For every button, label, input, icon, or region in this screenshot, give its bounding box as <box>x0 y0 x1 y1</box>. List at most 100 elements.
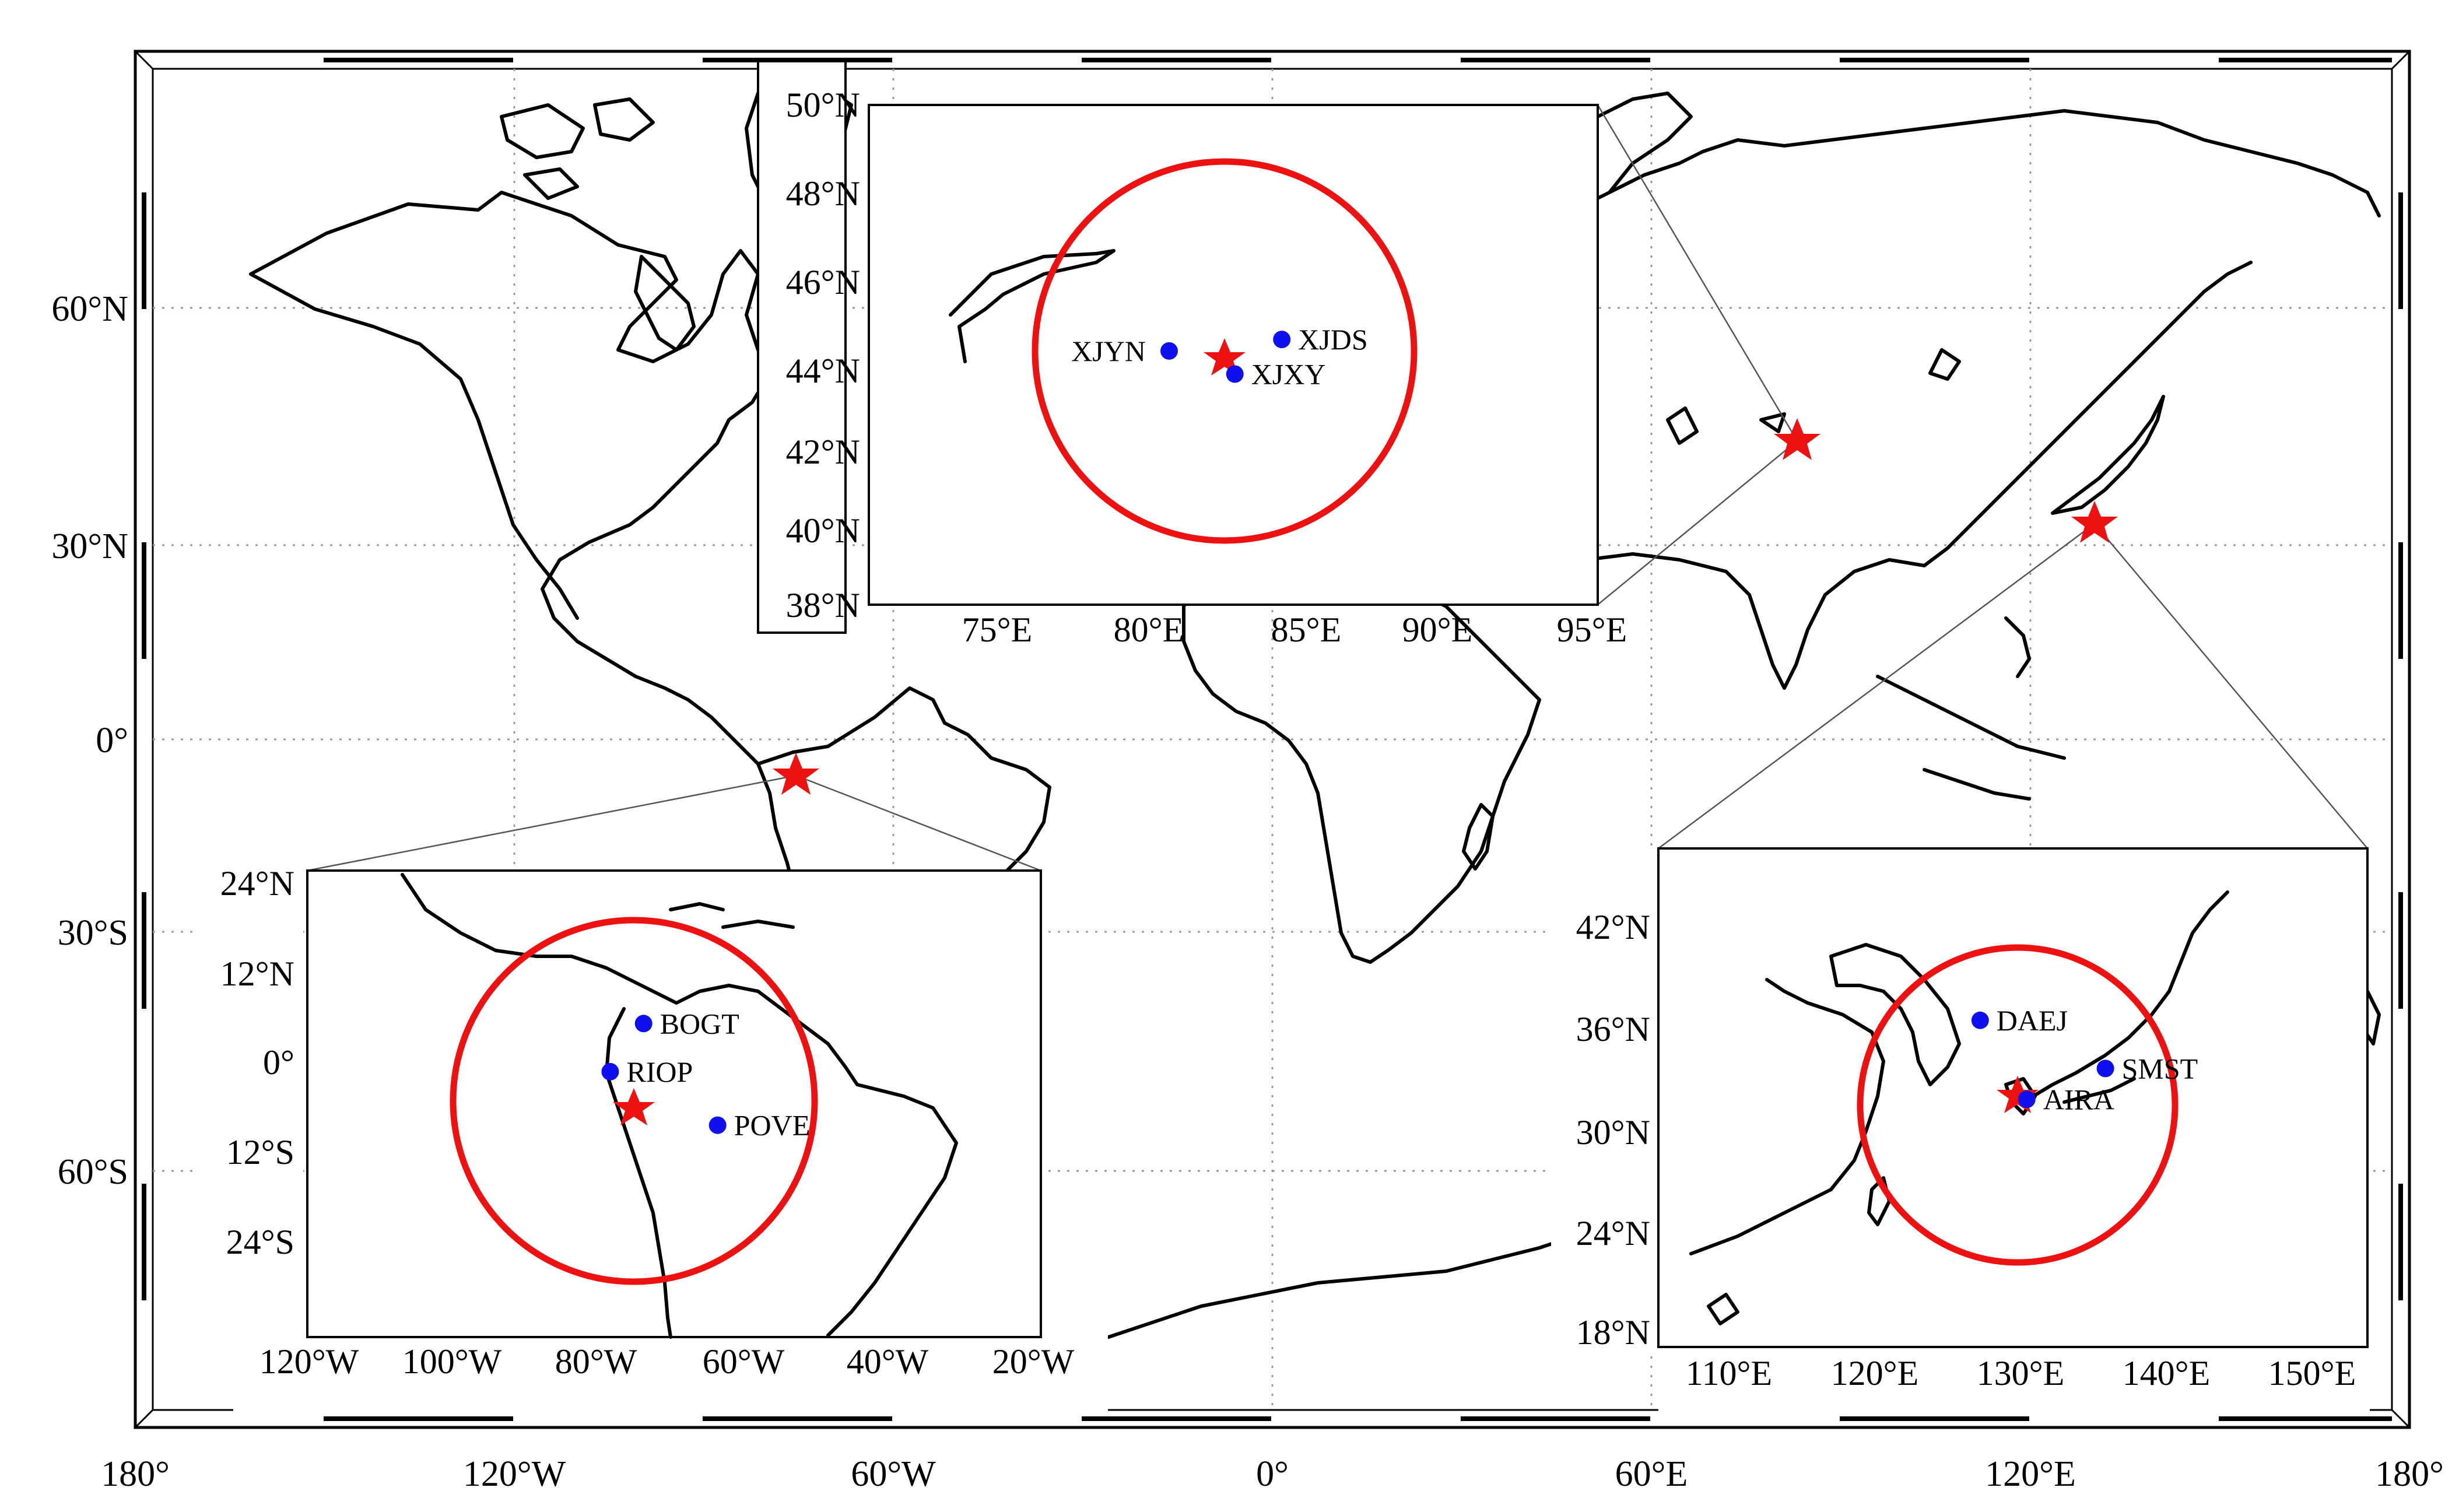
southeast-asia-islands <box>1876 616 2066 801</box>
inset-lon-label: 130°E <box>1977 1354 2065 1392</box>
inset-lat-label: 18°N <box>1576 1313 1650 1352</box>
inset-lat-label: 30°N <box>1576 1113 1650 1152</box>
inset-japan-radius-circle <box>1857 944 2179 1266</box>
inset-lat-label: 42°N <box>786 433 860 471</box>
station-label-smst: SMST <box>2122 1052 2198 1085</box>
lon-label: 120°W <box>463 1454 566 1494</box>
north-america-coast <box>249 191 771 766</box>
star-marker-south-america <box>773 753 819 795</box>
inset-lat-label: 0° <box>263 1043 294 1082</box>
station-label-daej: DAEJ <box>1997 1004 2068 1037</box>
inset-japan-star <box>1997 1076 2039 1113</box>
lat-label: 60°N <box>51 289 128 329</box>
north-america-west-coast <box>249 272 579 620</box>
inset-lon-label: 75°E <box>962 611 1033 649</box>
main-lat-labels: 60°N 30°N 0° 30°S 60°S <box>51 289 128 1192</box>
inset-lat-label: 38°N <box>786 586 860 625</box>
star-marker-japan <box>2071 501 2118 543</box>
inset-lat-label: 40°N <box>786 511 860 550</box>
inset-lat-label: 44°N <box>786 352 860 390</box>
japan-islands <box>2051 395 2165 515</box>
inset-sa-star <box>613 1088 655 1125</box>
station-marker-aira <box>2018 1090 2036 1108</box>
inset-lat-label: 24°S <box>226 1223 294 1261</box>
inset-lon-label: 95°E <box>1557 611 1627 649</box>
east-asia-coast <box>1923 261 2253 567</box>
inset-sa-radius-circle <box>450 917 818 1285</box>
station-label-xjds: XJDS <box>1298 323 1367 356</box>
inset-lon-label: 80°E <box>1114 611 1184 649</box>
inset-japan-lon-labels: 110°E 120°E 130°E 140°E 150°E <box>1686 1354 2356 1392</box>
inset-lat-label: 24°N <box>1576 1214 1650 1253</box>
inset-japan-main-coast <box>2022 890 2229 1104</box>
inset-xinjiang-lon-labels: 75°E 80°E 85°E 90°E 95°E <box>962 611 1627 649</box>
inset-lon-label: 140°E <box>2123 1354 2211 1392</box>
station-marker-riop <box>601 1062 619 1080</box>
lat-label: 60°S <box>58 1152 128 1192</box>
station-label-pove: POVE <box>734 1109 811 1142</box>
inset-lon-label: 120°W <box>259 1342 359 1381</box>
inset-japan-china-coast <box>1689 978 1885 1255</box>
inset-sa-stations: BOGT RIOP POVE <box>601 1007 811 1142</box>
station-marker-daej <box>1971 1011 1989 1029</box>
inset-lat-label: 36°N <box>1576 1010 1650 1048</box>
inset-sa-lat-labels: 24°N 12°N 0° 12°S 24°S <box>220 864 294 1261</box>
inset-south-america: BOGT RIOP POVE 24°N 12°N 0° 12°S 24°S 120°… <box>198 863 1108 1411</box>
inset-japan-korea-coast <box>1829 943 1961 1086</box>
lon-label: 60°W <box>851 1454 936 1494</box>
lon-label: 180° <box>2375 1454 2444 1494</box>
lon-label: 0° <box>1256 1454 1289 1494</box>
station-marker-bogt <box>634 1015 653 1033</box>
inset-lon-label: 90°E <box>1402 611 1473 649</box>
station-label-bogt: BOGT <box>660 1007 739 1040</box>
madagascar <box>1462 803 1495 871</box>
inset-lon-label: 150°E <box>2268 1354 2356 1392</box>
lon-label: 120°E <box>1985 1454 2076 1494</box>
inset-lat-label: 42°N <box>1576 908 1650 946</box>
station-label-xjxy: XJXY <box>1251 358 1326 391</box>
inset-xinjiang-star <box>1204 338 1246 376</box>
inset-xinjiang-radius-circle <box>1032 158 1418 544</box>
inset-lon-label: 100°W <box>402 1342 502 1381</box>
arabia-india-coast <box>1538 552 1926 690</box>
inset-lat-label: 12°S <box>226 1133 294 1171</box>
inset-japan-hainan <box>1707 1293 1739 1325</box>
lat-label: 30°N <box>51 527 128 566</box>
station-label-aira: AIRA <box>2043 1083 2114 1115</box>
station-marker-smst <box>2096 1060 2114 1078</box>
star-marker-xinjiang <box>1774 418 1820 460</box>
station-marker-xjyn <box>1160 342 1178 360</box>
hudson-bay <box>634 255 696 352</box>
station-marker-xjxy <box>1226 365 1244 383</box>
inset-leader-lines <box>307 104 2368 872</box>
lat-label: 30°S <box>58 913 128 953</box>
main-lon-labels: 180° 120°W 60°W 0° 60°E 120°E 180° <box>101 1454 2444 1494</box>
station-marker-pove <box>708 1116 727 1134</box>
inset-lon-label: 110°E <box>1686 1354 1772 1392</box>
inset-lon-label: 40°W <box>847 1342 929 1381</box>
lat-label: 0° <box>96 721 128 760</box>
lon-label: 180° <box>101 1454 170 1494</box>
africa-coast <box>1182 564 1541 964</box>
station-label-xjyn: XJYN <box>1071 335 1146 367</box>
lon-label: 60°E <box>1615 1454 1688 1494</box>
inset-lat-label: 12°N <box>220 955 294 993</box>
inset-japan-lat-labels: 42°N 36°N 30°N 24°N 18°N <box>1576 908 1650 1352</box>
caspian-lakes <box>1666 348 1961 445</box>
inset-lat-label: 48°N <box>786 174 860 213</box>
inset-sa-lon-labels: 120°W 100°W 80°W 60°W 40°W 20°W <box>259 1342 1075 1381</box>
inset-lon-label: 20°W <box>992 1342 1075 1381</box>
arctic-islands <box>500 97 655 200</box>
inset-lat-label: 24°N <box>220 864 294 903</box>
inset-lon-label: 80°W <box>555 1342 637 1381</box>
inset-lon-label: 120°E <box>1831 1354 1919 1392</box>
inset-lat-label: 50°N <box>786 86 860 124</box>
inset-xinjiang-coast <box>949 249 1116 363</box>
inset-sa-caribbean <box>669 902 795 929</box>
inset-lon-label: 60°W <box>703 1342 785 1381</box>
